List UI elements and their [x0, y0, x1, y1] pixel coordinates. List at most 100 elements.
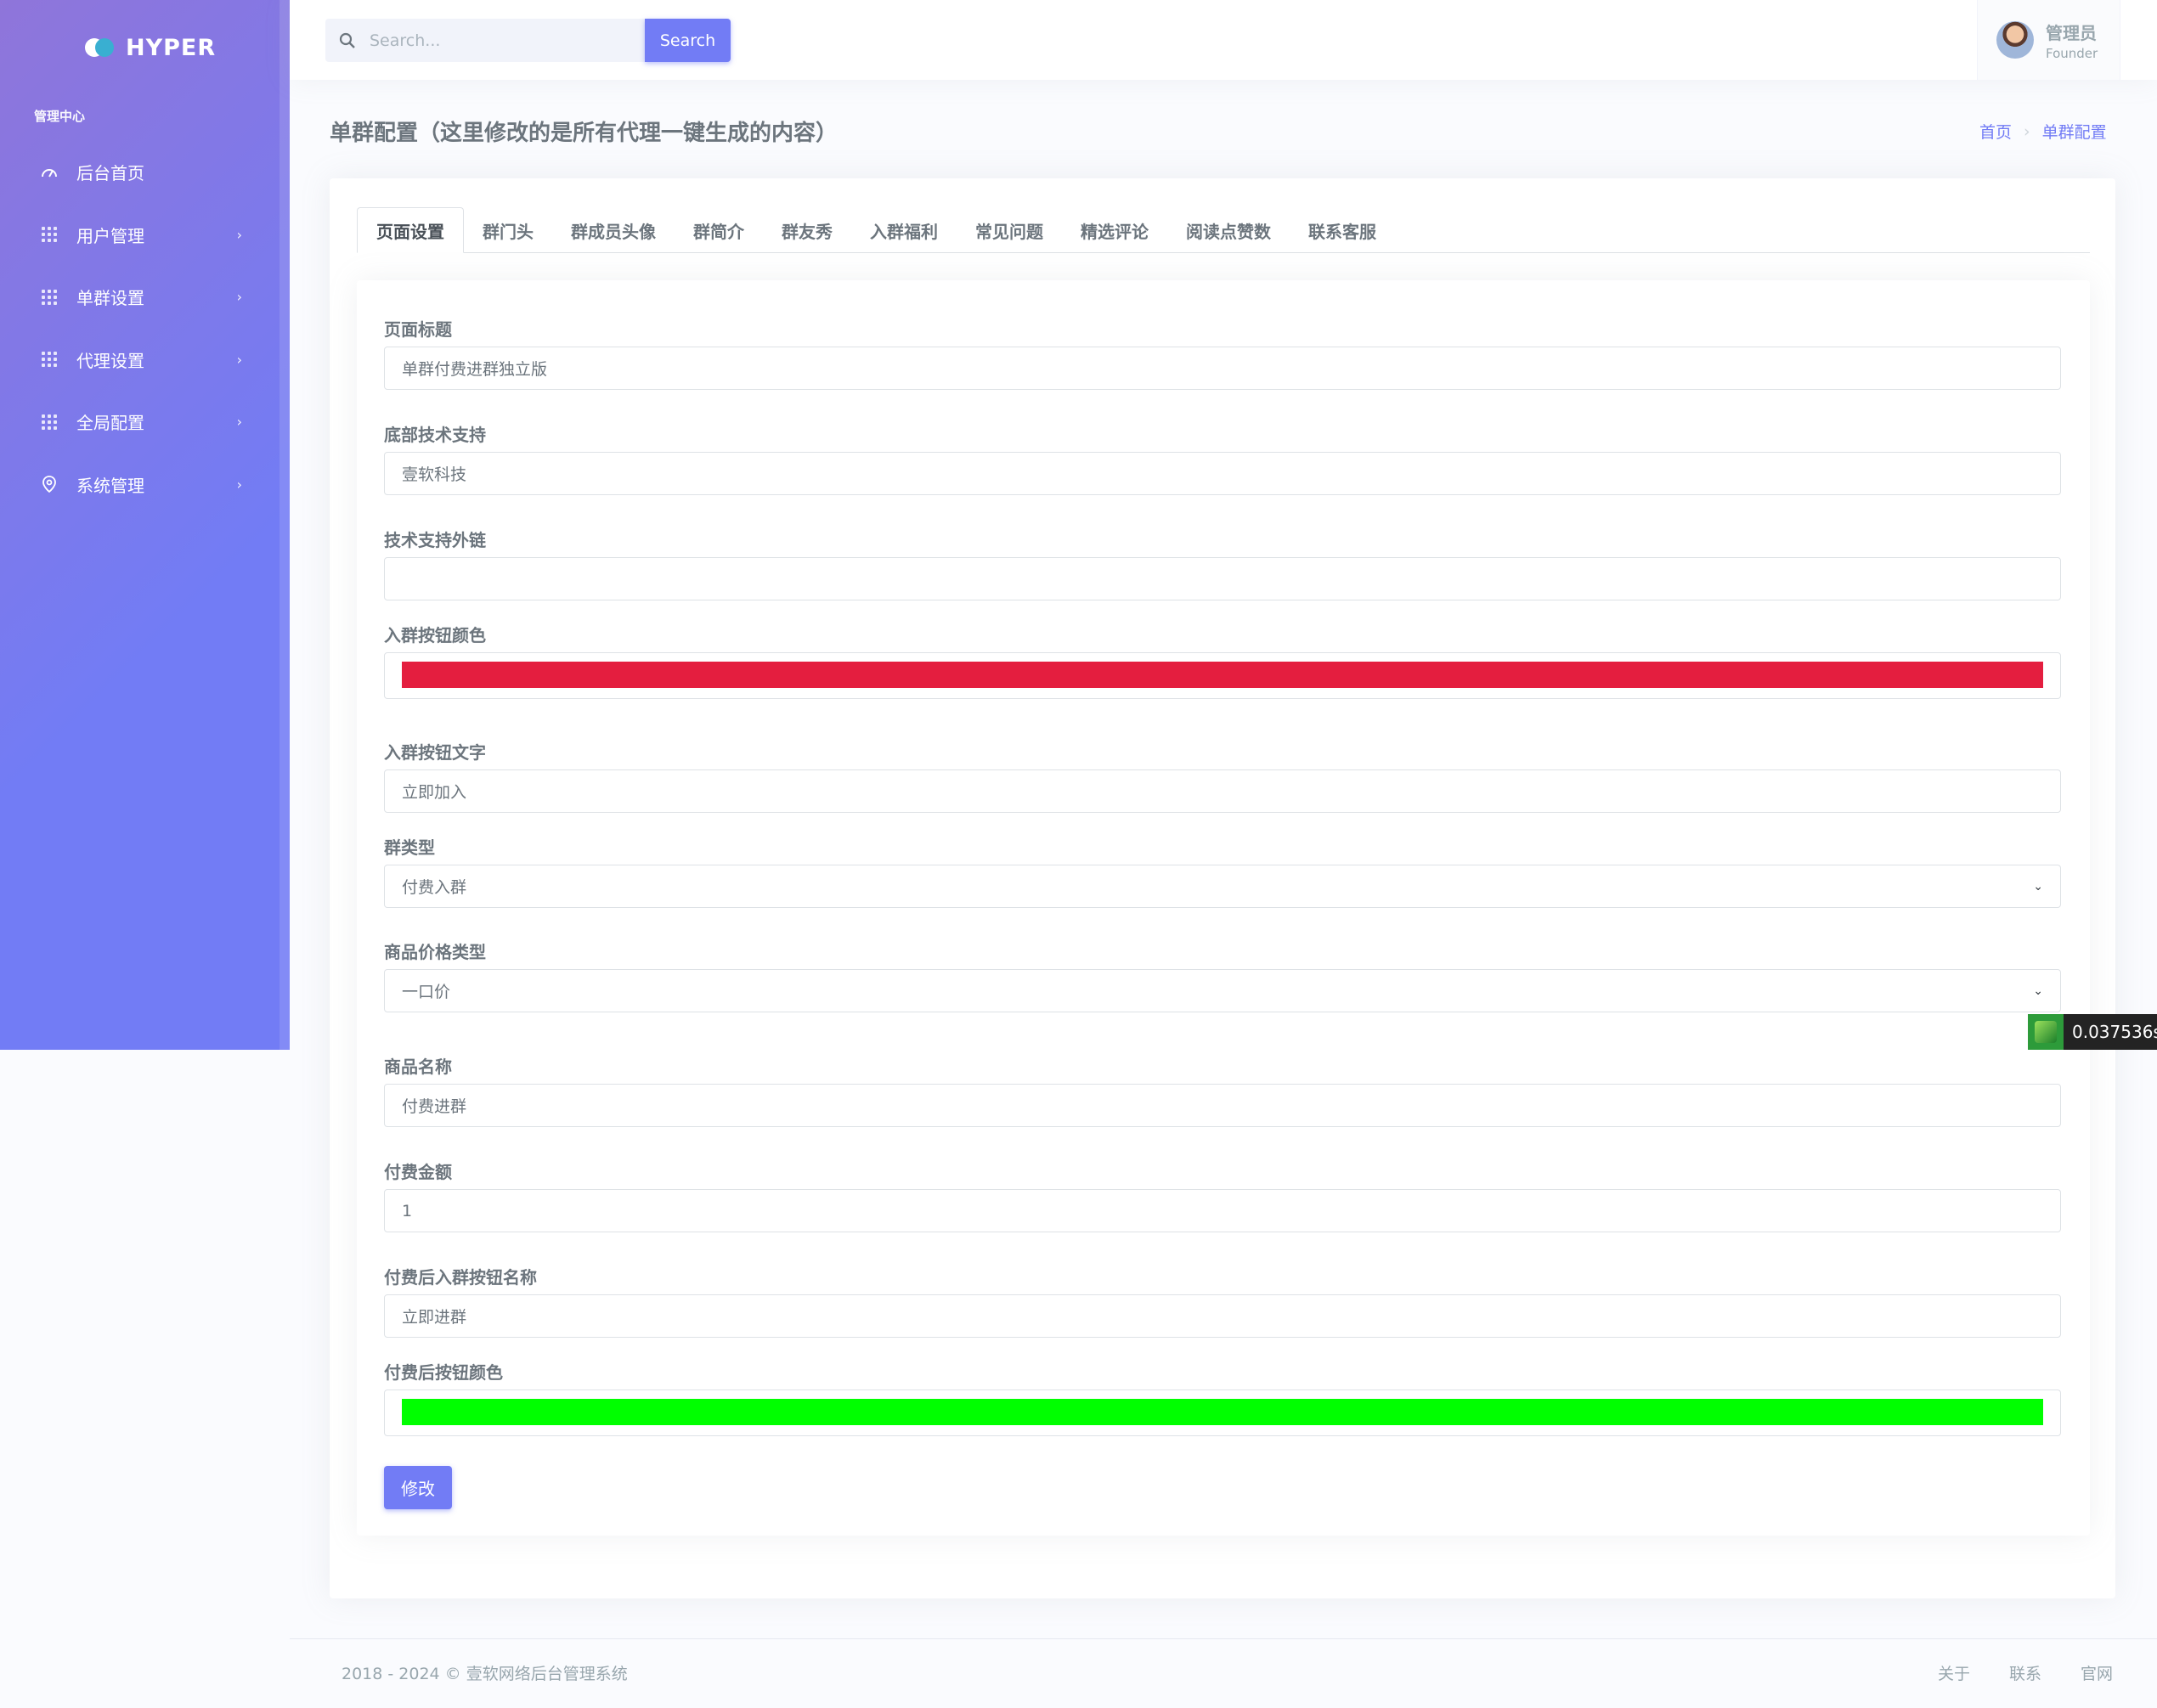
- sidebar-item-label: 用户管理: [76, 225, 144, 246]
- dashboard-icon: [41, 164, 58, 181]
- sidebar-item-label: 后台首页: [76, 163, 144, 184]
- breadcrumb-home-link[interactable]: 首页: [1979, 123, 2013, 142]
- tab-member-avatars[interactable]: 群成员头像: [571, 221, 656, 242]
- join-btn-color-picker[interactable]: [384, 652, 2061, 699]
- sidebar-item-label: 系统管理: [76, 475, 144, 496]
- footer: 2018 - 2024 © 壹软网络后台管理系统 关于 联系 官网: [290, 1638, 2157, 1708]
- breadcrumb-current: 单群配置: [2041, 123, 2107, 142]
- product-name-input[interactable]: [384, 1084, 2061, 1127]
- field-label: 商品名称: [384, 1057, 452, 1077]
- chevron-right-icon: ›: [236, 289, 242, 306]
- tab-group-showcase[interactable]: 群友秀: [782, 221, 833, 242]
- user-profile-menu[interactable]: 管理员 Founder: [1977, 0, 2120, 80]
- chevron-down-icon: ⌄: [2033, 984, 2043, 998]
- field-label: 付费后入群按钮名称: [384, 1267, 537, 1288]
- tab-group-header[interactable]: 群门头: [483, 221, 534, 242]
- sidebar-section-title: 管理中心: [34, 109, 86, 124]
- sidebar-item-system[interactable]: 系统管理 ›: [0, 454, 280, 516]
- chevron-right-icon: ›: [236, 226, 242, 243]
- topbar: Search 管理员 Founder: [290, 0, 2157, 80]
- search-box: Search: [325, 19, 731, 62]
- select-value: 一口价: [402, 983, 451, 1001]
- sidebar-menu: 后台首页 用户管理 › 单群设置 › 代理设置 › 全局配置 › 系统管理 ›: [0, 141, 280, 516]
- sidebar-scrollbar[interactable]: [280, 0, 290, 1050]
- field-page-title: 页面标题: [384, 316, 2061, 390]
- pay-amount-input[interactable]: [384, 1189, 2061, 1232]
- footer-link-website[interactable]: 官网: [2080, 1665, 2113, 1683]
- field-after-pay-btn-name: 付费后入群按钮名称: [384, 1264, 2061, 1338]
- tab-join-benefits[interactable]: 入群福利: [870, 221, 938, 242]
- field-pay-amount: 付费金额: [384, 1158, 2061, 1232]
- chevron-down-icon: ⌄: [2033, 879, 2043, 893]
- location-pin-icon: [41, 476, 58, 493]
- price-type-select[interactable]: 一口价 ⌄: [384, 969, 2061, 1012]
- tab-faq[interactable]: 常见问题: [975, 221, 1043, 242]
- field-price-type: 商品价格类型 一口价 ⌄: [384, 939, 2061, 1012]
- submit-button[interactable]: 修改: [384, 1466, 452, 1509]
- tab-read-likes[interactable]: 阅读点赞数: [1186, 221, 1271, 242]
- debug-logo-icon: [2028, 1014, 2064, 1050]
- breadcrumb: 首页 › 单群配置: [1979, 120, 2107, 143]
- debug-time: 0.037536s: [2064, 1014, 2157, 1050]
- page-title-input[interactable]: [384, 347, 2061, 390]
- chevron-right-icon: ›: [236, 476, 242, 493]
- avatar: [1996, 21, 2034, 59]
- footer-copyright: 2018 - 2024 © 壹软网络后台管理系统: [342, 1665, 628, 1683]
- field-tech-support: 底部技术支持: [384, 421, 2061, 495]
- field-label: 付费金额: [384, 1162, 452, 1182]
- after-pay-btn-color-picker[interactable]: [384, 1390, 2061, 1436]
- breadcrumb-separator-icon: ›: [2024, 121, 2030, 141]
- tab-group-intro[interactable]: 群简介: [693, 221, 744, 242]
- footer-link-contact[interactable]: 联系: [2008, 1665, 2041, 1683]
- sidebar-item-label: 代理设置: [76, 350, 144, 371]
- field-join-btn-text: 入群按钮文字: [384, 739, 2061, 813]
- brand-logo[interactable]: HYPER: [85, 32, 216, 63]
- logo-text: HYPER: [126, 34, 217, 61]
- tech-link-input[interactable]: [384, 557, 2061, 600]
- field-label: 入群按钮文字: [384, 742, 486, 763]
- chevron-right-icon: ›: [236, 414, 242, 431]
- sidebar: HYPER 管理中心 后台首页 用户管理 › 单群设置 › 代理设置 › 全局配…: [0, 0, 290, 1050]
- sidebar-item-label: 单群设置: [76, 288, 144, 309]
- field-label: 页面标题: [384, 319, 452, 340]
- sidebar-item-global[interactable]: 全局配置 ›: [0, 391, 280, 454]
- logo-icon: [85, 37, 119, 59]
- tab-page-settings[interactable]: 页面设置: [357, 207, 464, 253]
- field-label: 技术支持外链: [384, 530, 486, 550]
- sidebar-item-dashboard[interactable]: 后台首页: [0, 141, 280, 204]
- grid-icon: [41, 226, 58, 243]
- config-card: 页面设置 群门头 群成员头像 群简介 群友秀 入群福利 常见问题 精选评论 阅读…: [330, 178, 2115, 1598]
- field-join-btn-color: 入群按钮颜色: [384, 622, 2061, 699]
- chevron-right-icon: ›: [236, 351, 242, 368]
- field-label: 入群按钮颜色: [384, 625, 486, 645]
- sidebar-item-users[interactable]: 用户管理 ›: [0, 204, 280, 267]
- user-name: 管理员: [2046, 22, 2097, 43]
- search-icon: [325, 32, 370, 49]
- sidebar-item-agent[interactable]: 代理设置 ›: [0, 329, 280, 392]
- search-input[interactable]: [370, 19, 699, 62]
- grid-icon: [41, 351, 58, 368]
- tab-featured-comments[interactable]: 精选评论: [1081, 221, 1149, 242]
- debug-timer[interactable]: 0.037536s: [2028, 1014, 2157, 1050]
- tech-support-input[interactable]: [384, 452, 2061, 495]
- field-label: 底部技术支持: [384, 425, 486, 445]
- search-button[interactable]: Search: [645, 19, 731, 62]
- field-after-pay-btn-color: 付费后按钮颜色: [384, 1359, 2061, 1436]
- settings-form: 页面标题 底部技术支持 技术支持外链 入群按钮颜色 入群按钮文字 群类型 付费入…: [357, 280, 2090, 1536]
- after-pay-btn-name-input[interactable]: [384, 1294, 2061, 1338]
- sidebar-item-single-group[interactable]: 单群设置 ›: [0, 266, 280, 329]
- tab-bar: 页面设置 群门头 群成员头像 群简介 群友秀 入群福利 常见问题 精选评论 阅读…: [357, 207, 2090, 253]
- group-type-select[interactable]: 付费入群 ⌄: [384, 865, 2061, 908]
- join-btn-text-input[interactable]: [384, 769, 2061, 813]
- field-group-type: 群类型 付费入群 ⌄: [384, 834, 2061, 908]
- tab-contact-service[interactable]: 联系客服: [1308, 221, 1376, 242]
- field-label: 商品价格类型: [384, 942, 486, 962]
- color-swatch: [402, 1399, 2043, 1425]
- sidebar-item-label: 全局配置: [76, 413, 144, 434]
- grid-icon: [41, 414, 58, 431]
- footer-links: 关于 联系 官网: [1938, 1661, 2113, 1684]
- field-tech-link: 技术支持外链: [384, 527, 2061, 600]
- footer-link-about[interactable]: 关于: [1937, 1665, 1970, 1683]
- field-label: 群类型: [384, 837, 435, 858]
- grid-icon: [41, 289, 58, 306]
